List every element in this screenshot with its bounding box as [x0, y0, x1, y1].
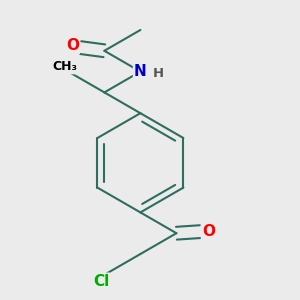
- Text: H: H: [152, 67, 164, 80]
- Text: O: O: [202, 224, 215, 239]
- Text: N: N: [134, 64, 147, 79]
- Text: O: O: [66, 38, 79, 53]
- Text: CH₃: CH₃: [52, 60, 78, 73]
- Text: Cl: Cl: [93, 274, 109, 289]
